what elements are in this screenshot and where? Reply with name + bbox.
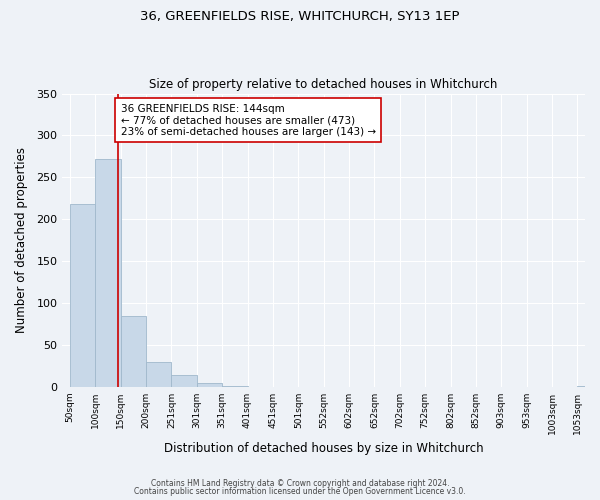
Bar xyxy=(95,159,121,386)
Text: 36 GREENFIELDS RISE: 144sqm
← 77% of detached houses are smaller (473)
23% of se: 36 GREENFIELDS RISE: 144sqm ← 77% of det… xyxy=(121,104,376,137)
X-axis label: Distribution of detached houses by size in Whitchurch: Distribution of detached houses by size … xyxy=(164,442,484,455)
Bar xyxy=(197,384,222,386)
Text: Contains HM Land Registry data © Crown copyright and database right 2024.: Contains HM Land Registry data © Crown c… xyxy=(151,478,449,488)
Bar xyxy=(121,316,146,386)
Text: Contains public sector information licensed under the Open Government Licence v3: Contains public sector information licen… xyxy=(134,487,466,496)
Bar xyxy=(146,362,172,386)
Text: 36, GREENFIELDS RISE, WHITCHURCH, SY13 1EP: 36, GREENFIELDS RISE, WHITCHURCH, SY13 1… xyxy=(140,10,460,23)
Bar xyxy=(172,375,197,386)
Y-axis label: Number of detached properties: Number of detached properties xyxy=(15,147,28,333)
Title: Size of property relative to detached houses in Whitchurch: Size of property relative to detached ho… xyxy=(149,78,498,91)
Bar xyxy=(70,204,95,386)
